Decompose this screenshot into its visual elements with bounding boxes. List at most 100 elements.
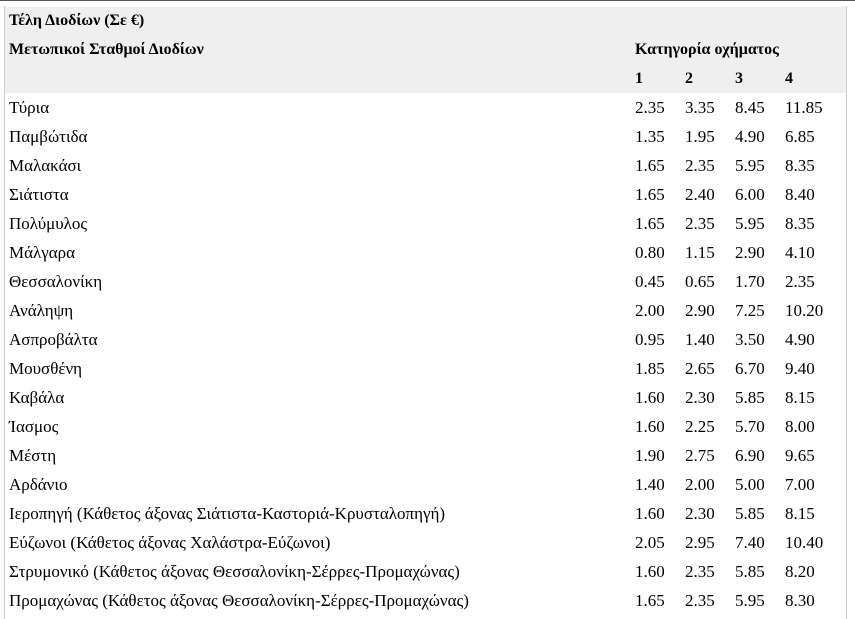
fee-category-2: 2.75 xyxy=(682,441,732,470)
fee-category-4: 4.90 xyxy=(782,325,847,354)
station-name: Ιεροπηγή (Κάθετος άξονας Σιάτιστα-Καστορ… xyxy=(5,499,632,528)
fee-category-4: 8.30 xyxy=(782,586,847,615)
station-name: Εύζωνοι (Κάθετος άξονας Χαλάστρα-Εύζωνοι… xyxy=(5,528,632,557)
fee-category-4: 10.40 xyxy=(782,528,847,557)
fee-category-4: 8.15 xyxy=(782,499,847,528)
fee-category-4: 8.40 xyxy=(782,180,847,209)
table-title-row: Τέλη Διοδίων (Σε €) xyxy=(5,7,847,35)
fee-category-1: 2.00 xyxy=(632,296,682,325)
station-name: Τύρια xyxy=(5,93,632,122)
station-name: Ίασμος xyxy=(5,412,632,441)
fee-category-3: 5.85 xyxy=(732,499,782,528)
fee-category-4: 10.20 xyxy=(782,296,847,325)
table-row: Προμαχώνας (Κάθετος άξονας Θεσσαλονίκη-Σ… xyxy=(5,586,847,615)
fee-category-3: 5.85 xyxy=(732,383,782,412)
fee-category-3: 5.95 xyxy=(732,209,782,238)
fee-category-1: 0.80 xyxy=(632,238,682,267)
fee-category-2: 1.95 xyxy=(682,122,732,151)
fee-category-2: 2.30 xyxy=(682,499,732,528)
fee-category-1: 1.35 xyxy=(632,122,682,151)
fee-category-1: 0.45 xyxy=(632,267,682,296)
table-row: Ιεροπηγή (Κάθετος άξονας Σιάτιστα-Καστορ… xyxy=(5,499,847,528)
empty-header-cell xyxy=(5,65,632,93)
fee-category-4: 8.15 xyxy=(782,383,847,412)
fee-category-1: 1.40 xyxy=(632,470,682,499)
fee-category-2: 0.65 xyxy=(682,267,732,296)
table-row: Θεσσαλονίκη 0.45 0.65 1.70 2.35 xyxy=(5,267,847,296)
fee-category-2: 3.35 xyxy=(682,93,732,122)
fee-category-1: 1.65 xyxy=(632,180,682,209)
fee-category-1: 1.60 xyxy=(632,412,682,441)
fee-category-2: 2.95 xyxy=(682,528,732,557)
fee-category-3: 7.40 xyxy=(732,528,782,557)
fee-category-3: 6.90 xyxy=(732,441,782,470)
fee-category-3: 5.95 xyxy=(732,586,782,615)
table-header-row: Μετωπικοί Σταθμοί Διοδίων Κατηγορία οχήμ… xyxy=(5,35,847,65)
fee-category-1: 1.65 xyxy=(632,586,682,615)
fee-category-4: 8.20 xyxy=(782,557,847,586)
fee-category-1: 1.90 xyxy=(632,441,682,470)
fee-category-3: 2.90 xyxy=(732,238,782,267)
fee-category-4: 9.40 xyxy=(782,354,847,383)
fee-category-3: 6.00 xyxy=(732,180,782,209)
table-row: Παμβώτιδα 1.35 1.95 4.90 6.85 xyxy=(5,122,847,151)
top-border xyxy=(0,0,855,1)
station-name: Θεσσαλονίκη xyxy=(5,267,632,296)
table-title: Τέλη Διοδίων (Σε €) xyxy=(5,7,847,35)
fee-category-4: 2.35 xyxy=(782,267,847,296)
fee-category-1: 1.85 xyxy=(632,354,682,383)
toll-fees-table: Τέλη Διοδίων (Σε €) Μετωπικοί Σταθμοί Δι… xyxy=(5,7,847,615)
fee-category-3: 5.85 xyxy=(732,557,782,586)
fee-category-4: 6.85 xyxy=(782,122,847,151)
fee-category-1: 1.65 xyxy=(632,151,682,180)
station-name: Προμαχώνας (Κάθετος άξονας Θεσσαλονίκη-Σ… xyxy=(5,586,632,615)
table-body: Τέλη Διοδίων (Σε €) Μετωπικοί Σταθμοί Δι… xyxy=(5,7,847,615)
table-row: Εύζωνοι (Κάθετος άξονας Χαλάστρα-Εύζωνοι… xyxy=(5,528,847,557)
table-frame xyxy=(4,6,847,619)
table-row: Ασπροβάλτα 0.95 1.40 3.50 4.90 xyxy=(5,325,847,354)
fee-category-4: 8.00 xyxy=(782,412,847,441)
table-row: Μάλγαρα 0.80 1.15 2.90 4.10 xyxy=(5,238,847,267)
table-row: Τύρια 2.35 3.35 8.45 11.85 xyxy=(5,93,847,122)
fee-category-2: 2.30 xyxy=(682,383,732,412)
fee-category-2: 2.40 xyxy=(682,180,732,209)
fee-category-3: 5.00 xyxy=(732,470,782,499)
fee-category-3: 3.50 xyxy=(732,325,782,354)
station-name: Στρυμονικό (Κάθετος άξονας Θεσσαλονίκη-Σ… xyxy=(5,557,632,586)
station-name: Μάλγαρα xyxy=(5,238,632,267)
fee-category-3: 7.25 xyxy=(732,296,782,325)
station-name: Μουσθένη xyxy=(5,354,632,383)
fee-category-2: 2.35 xyxy=(682,557,732,586)
fee-category-3: 6.70 xyxy=(732,354,782,383)
fee-category-2: 2.35 xyxy=(682,209,732,238)
table-row: Πολύμυλος 1.65 2.35 5.95 8.35 xyxy=(5,209,847,238)
fee-category-3: 4.90 xyxy=(732,122,782,151)
station-column-header: Μετωπικοί Σταθμοί Διοδίων xyxy=(5,35,632,65)
fee-category-1: 1.60 xyxy=(632,499,682,528)
fee-category-2: 2.90 xyxy=(682,296,732,325)
fee-category-1: 1.60 xyxy=(632,557,682,586)
fee-category-1: 0.95 xyxy=(632,325,682,354)
category-2-header: 2 xyxy=(682,65,732,93)
fee-category-2: 1.40 xyxy=(682,325,732,354)
station-name: Σιάτιστα xyxy=(5,180,632,209)
table-row: Μέστη 1.90 2.75 6.90 9.65 xyxy=(5,441,847,470)
category-1-header: 1 xyxy=(632,65,682,93)
fee-category-3: 5.95 xyxy=(732,151,782,180)
table-row: Σιάτιστα 1.65 2.40 6.00 8.40 xyxy=(5,180,847,209)
category-column-header: Κατηγορία οχήματος xyxy=(632,35,847,65)
station-name: Πολύμυλος xyxy=(5,209,632,238)
fee-category-4: 8.35 xyxy=(782,209,847,238)
fee-category-2: 2.35 xyxy=(682,586,732,615)
station-name: Μέστη xyxy=(5,441,632,470)
table-row: Μουσθένη 1.85 2.65 6.70 9.40 xyxy=(5,354,847,383)
table-row: Αρδάνιο 1.40 2.00 5.00 7.00 xyxy=(5,470,847,499)
fee-category-4: 7.00 xyxy=(782,470,847,499)
table-row: Στρυμονικό (Κάθετος άξονας Θεσσαλονίκη-Σ… xyxy=(5,557,847,586)
category-3-header: 3 xyxy=(732,65,782,93)
fee-category-4: 9.65 xyxy=(782,441,847,470)
fee-category-1: 1.65 xyxy=(632,209,682,238)
station-name: Ανάληψη xyxy=(5,296,632,325)
fee-category-4: 8.35 xyxy=(782,151,847,180)
fee-category-1: 1.60 xyxy=(632,383,682,412)
